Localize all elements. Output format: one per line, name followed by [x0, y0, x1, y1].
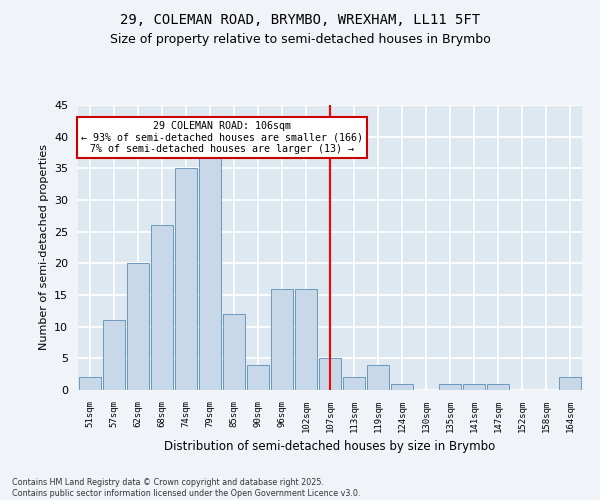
Bar	[151, 226, 173, 390]
Bar	[295, 288, 317, 390]
Bar	[559, 378, 581, 390]
Text: Contains HM Land Registry data © Crown copyright and database right 2025.
Contai: Contains HM Land Registry data © Crown c…	[12, 478, 361, 498]
Text: Size of property relative to semi-detached houses in Brymbo: Size of property relative to semi-detach…	[110, 32, 490, 46]
Bar	[487, 384, 509, 390]
Bar	[127, 264, 149, 390]
Text: 29, COLEMAN ROAD, BRYMBO, WREXHAM, LL11 5FT: 29, COLEMAN ROAD, BRYMBO, WREXHAM, LL11 …	[120, 12, 480, 26]
Bar	[343, 378, 365, 390]
Bar	[391, 384, 413, 390]
Bar	[103, 320, 125, 390]
Bar	[247, 364, 269, 390]
Bar	[439, 384, 461, 390]
Text: 29 COLEMAN ROAD: 106sqm
← 93% of semi-detached houses are smaller (166)
7% of se: 29 COLEMAN ROAD: 106sqm ← 93% of semi-de…	[81, 121, 363, 154]
Bar	[319, 358, 341, 390]
Bar	[79, 378, 101, 390]
Bar	[367, 364, 389, 390]
Bar	[463, 384, 485, 390]
Bar	[271, 288, 293, 390]
Bar	[199, 156, 221, 390]
Bar	[175, 168, 197, 390]
X-axis label: Distribution of semi-detached houses by size in Brymbo: Distribution of semi-detached houses by …	[164, 440, 496, 454]
Y-axis label: Number of semi-detached properties: Number of semi-detached properties	[38, 144, 49, 350]
Bar	[223, 314, 245, 390]
